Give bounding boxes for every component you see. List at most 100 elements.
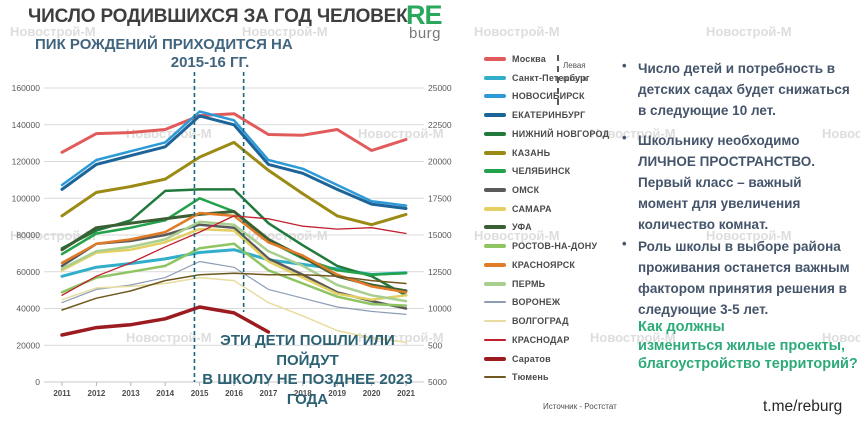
- chart-legend: Москва Санкт-Петербург НОВОСИБИРСК ЕКАТЕРИН…: [484, 54, 614, 394]
- legend-label: КАЗАНЬ: [512, 147, 551, 158]
- svg-text:22500: 22500: [428, 120, 452, 130]
- bullet-marker: •: [622, 58, 627, 73]
- svg-text:2019: 2019: [328, 389, 346, 398]
- legend-item: Саратов: [484, 354, 551, 364]
- legend-label: ВОЛГОГРАД: [512, 316, 569, 327]
- legend-item: ОМСК: [484, 185, 539, 195]
- svg-text:2015: 2015: [191, 389, 209, 398]
- svg-text:60000: 60000: [16, 267, 40, 277]
- legend-color-swatch: [484, 301, 506, 304]
- watermark-text: Новострой-М: [474, 24, 560, 39]
- svg-text:20000: 20000: [16, 340, 40, 350]
- svg-text:2017: 2017: [260, 389, 278, 398]
- legend-color-swatch: [484, 338, 506, 341]
- legend-label: ЕКАТЕРИНБУРГ: [512, 110, 586, 121]
- legend-label: Санкт-Петербург: [512, 72, 590, 83]
- legend-color-swatch: [484, 113, 506, 118]
- svg-text:12500: 12500: [428, 267, 452, 277]
- svg-text:10000: 10000: [428, 304, 452, 314]
- legend-item: САМАРА: [484, 204, 552, 214]
- svg-text:2011: 2011: [53, 389, 71, 398]
- svg-text:20000: 20000: [428, 157, 452, 167]
- legend-label: НОВОСИБИРСК: [512, 91, 585, 102]
- legend-label: Москва: [512, 54, 547, 64]
- legend-label: Тюмень: [512, 372, 549, 383]
- bullet-item: • Школьнику необходимо ЛИЧНОЕ ПРОСТРАНСТ…: [620, 130, 860, 235]
- legend-color-swatch: [484, 75, 506, 80]
- svg-text:15000: 15000: [428, 230, 452, 240]
- logo-re-text: RE: [406, 0, 443, 30]
- legend-item: Москва: [484, 54, 546, 64]
- svg-text:100000: 100000: [12, 193, 41, 203]
- svg-text:0: 0: [35, 377, 40, 387]
- legend-item: КАЗАНЬ: [484, 148, 550, 158]
- left-scale-bracket-line: [557, 55, 559, 105]
- question-text: Как должны измениться жилые проекты, бла…: [638, 319, 858, 372]
- legend-label: ПЕРМЬ: [512, 278, 546, 289]
- legend-color-swatch: [484, 150, 506, 155]
- bullet-text: Роль школы в выборе района проживания ос…: [638, 239, 850, 317]
- svg-text:2020: 2020: [363, 389, 381, 398]
- legend-item: ЧЕЛЯБИНСК: [484, 166, 570, 176]
- legend-item: Санкт-Петербург: [484, 73, 590, 83]
- legend-color-swatch: [484, 244, 506, 249]
- legend-item: КРАСНОЯРСК: [484, 260, 575, 270]
- svg-text:2016: 2016: [225, 389, 243, 398]
- legend-label: САМАРА: [512, 203, 552, 214]
- svg-text:40000: 40000: [16, 304, 40, 314]
- legend-color-swatch: [484, 169, 506, 174]
- legend-item: НИЖНИЙ НОВГОРОД: [484, 129, 609, 139]
- legend-label: ЧЕЛЯБИНСК: [512, 166, 571, 177]
- source-note: Источник - Ростстат: [543, 402, 617, 411]
- svg-text:17500: 17500: [428, 193, 452, 203]
- legend-label: Саратов: [512, 353, 551, 364]
- legend-color-swatch: [484, 57, 506, 61]
- logo-burg-text: burg: [409, 25, 442, 42]
- bullet-marker: •: [622, 236, 627, 251]
- svg-text:2012: 2012: [88, 389, 106, 398]
- page-title: ЧИСЛО РОДИВШИХСЯ ЗА ГОД ЧЕЛОВЕК: [28, 6, 408, 27]
- legend-item: НОВОСИБИРСК: [484, 91, 585, 101]
- legend-item: ПЕРМЬ: [484, 279, 545, 289]
- legend-item: РОСТОВ-НА-ДОНУ: [484, 241, 597, 251]
- reburg-logo: RE burg: [406, 0, 443, 42]
- svg-text:5000: 5000: [428, 377, 447, 387]
- legend-color-swatch: [484, 356, 506, 361]
- legend-color-swatch: [484, 206, 506, 211]
- legend-item: Тюмень: [484, 372, 549, 382]
- svg-text:2018: 2018: [294, 389, 312, 398]
- legend-item: КРАСНОДАР: [484, 335, 570, 345]
- bullet-item: • Роль школы в выборе района проживания …: [620, 236, 860, 320]
- legend-color-swatch: [484, 131, 506, 136]
- svg-text:140000: 140000: [12, 120, 41, 130]
- svg-text:2021: 2021: [397, 389, 415, 398]
- legend-item: УФА: [484, 222, 532, 232]
- legend-color-swatch: [484, 188, 506, 193]
- bullet-text: Число детей и потребность в детских сада…: [638, 61, 850, 118]
- legend-item: ЕКАТЕРИНБУРГ: [484, 110, 585, 120]
- legend-color-swatch: [484, 376, 506, 379]
- svg-text:120000: 120000: [12, 157, 41, 167]
- svg-text:80000: 80000: [16, 230, 40, 240]
- left-scale-note-text: Левая шкала: [563, 61, 587, 83]
- legend-color-swatch: [484, 281, 506, 286]
- legend-item: ВОЛГОГРАД: [484, 316, 569, 326]
- watermark-text: Новострой-М: [706, 24, 792, 39]
- legend-item: ВОРОНЕЖ: [484, 297, 560, 307]
- chart-subtitle: ПИК РОЖДЕНИЙ ПРИХОДИТСЯ НА: [35, 36, 293, 53]
- left-scale-note: Левая шкала: [557, 55, 587, 105]
- legend-color-swatch: [484, 225, 506, 230]
- svg-text:25000: 25000: [428, 83, 452, 93]
- legend-color-swatch: [484, 320, 506, 323]
- svg-text:2014: 2014: [156, 389, 174, 398]
- legend-label: КРАСНОДАР: [512, 334, 570, 345]
- svg-text:2013: 2013: [122, 389, 140, 398]
- legend-label: ВОРОНЕЖ: [512, 297, 561, 308]
- legend-label: УФА: [512, 222, 532, 233]
- legend-label: КРАСНОЯРСК: [512, 259, 576, 270]
- svg-text:500: 500: [428, 340, 442, 350]
- bullet-text: Школьнику необходимо ЛИЧНОЕ ПРОСТРАНСТВО…: [638, 133, 815, 232]
- legend-color-swatch: [484, 262, 506, 267]
